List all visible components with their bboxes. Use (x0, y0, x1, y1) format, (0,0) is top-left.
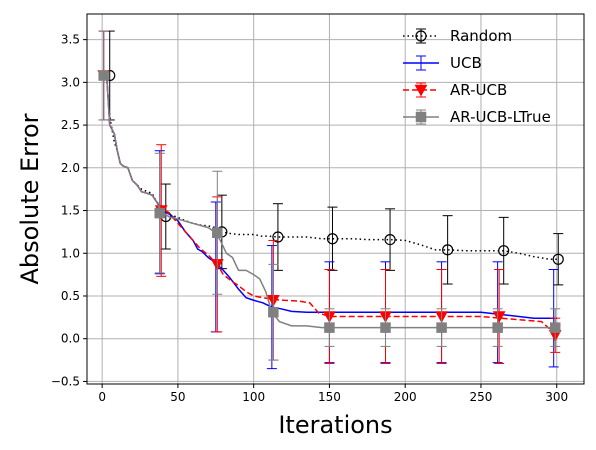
legend-label: AR-UCB-LTrue (450, 108, 551, 126)
data-point (436, 322, 447, 333)
series-line (103, 73, 557, 329)
x-tick-label: 150 (318, 390, 341, 404)
data-point (268, 306, 279, 318)
data-point (552, 253, 564, 265)
legend-entry: Random (403, 27, 512, 45)
error-bar (160, 183, 171, 250)
axis-ticks: 0 50 100 150 200 250 300 −0.5 0.0 0.5 1.0 1.5 2.0 2.5… (51, 33, 568, 404)
y-tick-label: 3.0 (61, 75, 80, 89)
data-point (154, 207, 165, 219)
data-point (212, 227, 223, 239)
x-tick-label: 0 (98, 390, 106, 404)
series-line (103, 73, 559, 260)
y-tick-label: 1.5 (61, 204, 80, 218)
x-tick-label: 200 (394, 390, 417, 404)
x-tick-label: 250 (470, 390, 493, 404)
series-ar-ucb-ltrue (98, 30, 561, 361)
legend-entry: AR-UCB (403, 81, 507, 99)
data-point (384, 233, 396, 246)
legend-label: AR-UCB (450, 81, 507, 99)
legend-label: UCB (450, 54, 482, 72)
data-point (492, 322, 503, 333)
x-axis-title: Iterations (278, 411, 392, 439)
plot-background (87, 14, 584, 384)
data-point (272, 231, 284, 243)
series-line (103, 73, 558, 336)
error-bar (553, 233, 564, 286)
y-tick-label: 0.5 (61, 289, 80, 303)
data-point (326, 233, 339, 245)
error-bar (272, 203, 283, 271)
data-point (549, 322, 561, 333)
x-tick-label: 300 (545, 390, 568, 404)
legend-marker (414, 84, 428, 97)
error-bar (442, 215, 453, 285)
data-point (98, 70, 109, 81)
error-bar (385, 208, 396, 271)
y-tick-label: 2.0 (61, 161, 80, 175)
legend-entry: UCB (403, 54, 482, 72)
data-point (498, 245, 510, 257)
x-tick-label: 50 (170, 390, 185, 404)
series-layer (97, 30, 564, 370)
legend-entry: AR-UCB-LTrue (403, 108, 551, 126)
data-point (324, 322, 335, 333)
plot-frame (86, 13, 585, 385)
y-tick-label: 1.0 (61, 246, 80, 260)
data-point (442, 244, 454, 256)
y-axis-title: Absolute Error (16, 113, 44, 284)
y-tick-label: 0.0 (61, 332, 80, 346)
legend: Random UCB AR-UCB AR-UCB-LTrue (403, 27, 551, 126)
data-point (380, 322, 391, 333)
grid-lines (87, 14, 584, 384)
data-point (492, 311, 506, 324)
error-bar (498, 216, 509, 285)
legend-marker (415, 111, 427, 123)
y-tick-label: 2.5 (61, 118, 80, 132)
x-tick-label: 100 (242, 390, 265, 404)
y-tick-label: 3.5 (61, 33, 80, 47)
y-tick-label: −0.5 (51, 374, 80, 388)
legend-marker (415, 30, 427, 42)
legend-label: Random (450, 27, 512, 45)
